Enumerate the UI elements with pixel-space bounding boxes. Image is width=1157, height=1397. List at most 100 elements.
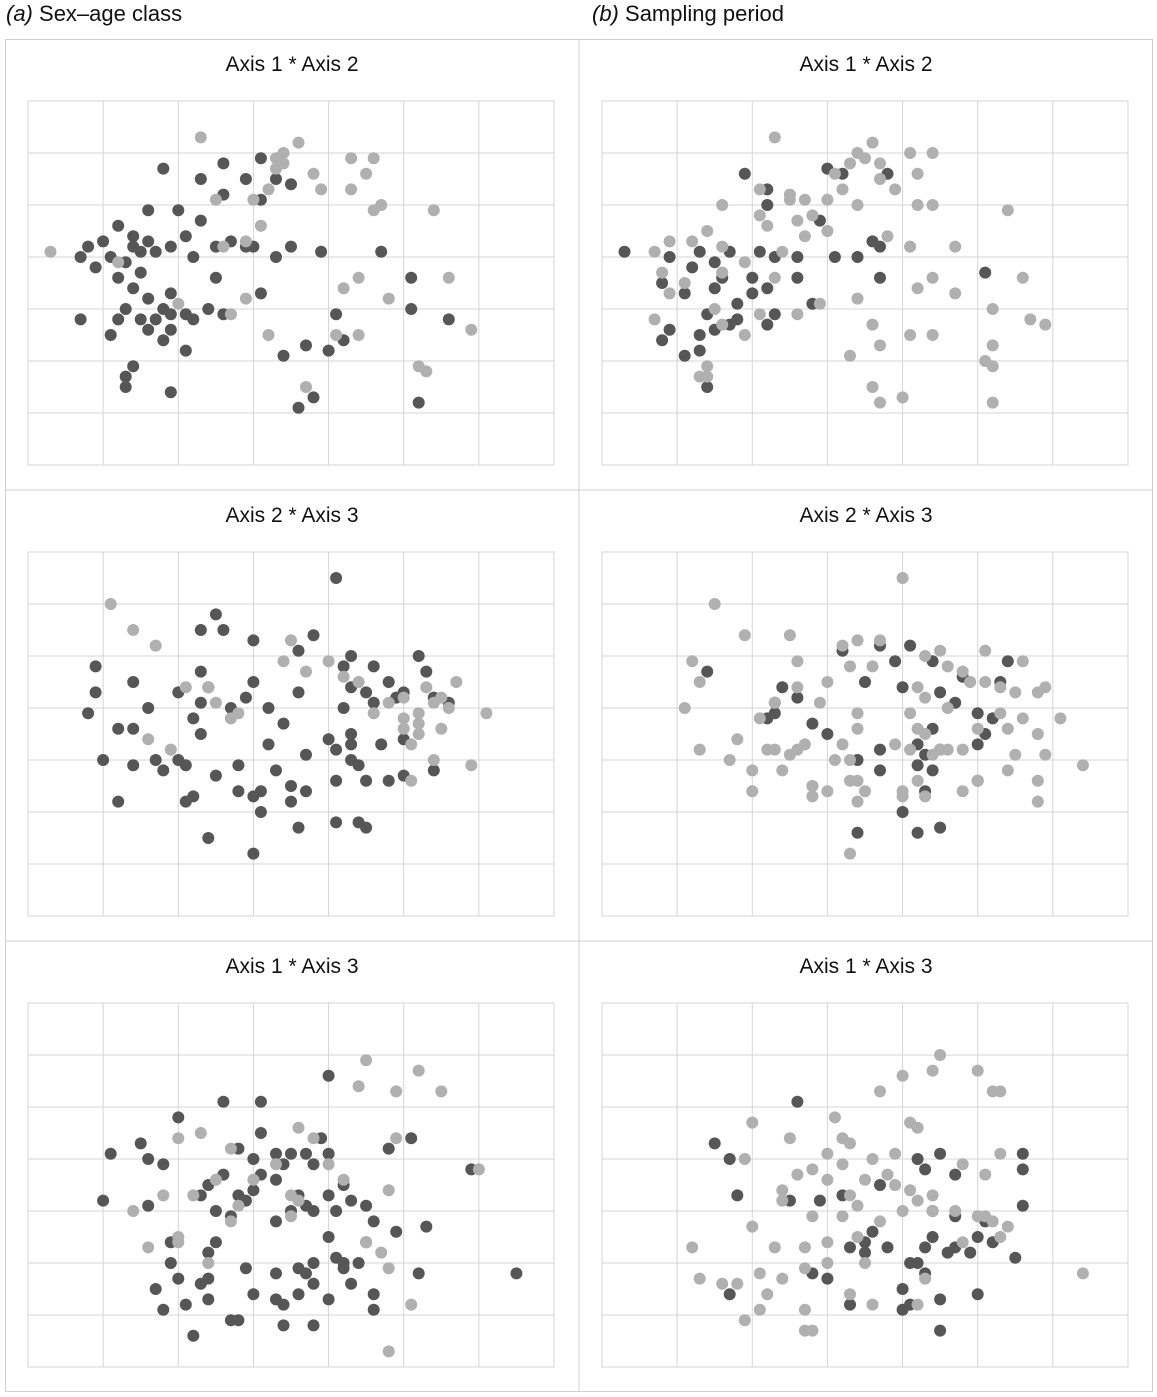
data-point-light (1031, 795, 1044, 808)
data-point-light (761, 219, 774, 232)
data-point-dark (866, 1225, 879, 1238)
data-point-dark (896, 1283, 909, 1295)
data-point-light (746, 1220, 759, 1233)
data-point-dark (844, 1241, 856, 1254)
data-point-light (791, 308, 804, 321)
data-point-light (821, 225, 834, 237)
data-point-dark (330, 308, 343, 321)
data-point-dark (874, 240, 886, 253)
data-point-dark (1001, 655, 1014, 668)
data-point-dark (1016, 1163, 1029, 1176)
data-point-dark (172, 1111, 185, 1124)
data-point-light (708, 303, 721, 315)
data-point-dark (693, 329, 706, 341)
data-point-light (678, 702, 691, 714)
data-point-dark (844, 1298, 856, 1311)
column-title-a: (a) Sex–age class (6, 0, 182, 28)
data-point-dark (926, 764, 939, 777)
data-point-light (813, 297, 826, 310)
data-point-light (776, 1272, 789, 1285)
data-point-dark (307, 1277, 320, 1290)
data-point-light (941, 702, 954, 714)
data-point-dark (119, 303, 132, 315)
data-point-light (761, 1288, 774, 1301)
column-title-b: (b) Sampling period (592, 0, 784, 28)
data-point-light (686, 1241, 699, 1254)
data-point-dark (285, 178, 297, 191)
data-point-dark (112, 219, 125, 232)
data-point-dark (134, 266, 147, 279)
data-point-light (904, 743, 917, 756)
data-point-dark (322, 733, 335, 746)
data-point-light (262, 329, 275, 341)
data-point-dark (367, 696, 380, 709)
data-point-dark (292, 1288, 305, 1301)
data-point-dark (270, 251, 282, 263)
data-point-dark (232, 1314, 245, 1327)
data-point-dark (202, 303, 215, 315)
data-point-dark (164, 287, 177, 300)
data-point-dark (979, 266, 992, 279)
scatter-panel: Axis 2 * Axis 3 (601, 504, 1129, 917)
data-point-dark (172, 1272, 185, 1285)
data-point-dark (142, 204, 155, 217)
data-point-dark (172, 204, 185, 217)
data-point-light (663, 235, 676, 248)
column-text-b: Sampling period (625, 1, 784, 26)
data-point-light (412, 717, 425, 730)
data-point-dark (149, 245, 162, 258)
data-point-light (194, 131, 207, 144)
data-point-dark (859, 676, 871, 688)
data-point-dark (337, 660, 350, 673)
data-point-light (859, 1173, 871, 1186)
data-point-dark (405, 271, 418, 284)
data-point-light (821, 1236, 834, 1249)
data-point-light (813, 696, 826, 709)
data-point-light (836, 738, 849, 751)
data-point-light (956, 743, 969, 756)
data-point-dark (157, 1303, 170, 1316)
data-point-light (866, 660, 879, 673)
data-point-dark (723, 1153, 736, 1165)
data-point-light (874, 1085, 886, 1098)
data-point-dark (851, 251, 864, 263)
data-point-dark (164, 240, 177, 253)
data-point-light (851, 199, 864, 211)
data-point-light (172, 1132, 185, 1145)
scatter-panel: Axis 1 * Axis 2 (27, 53, 555, 466)
data-point-light (442, 271, 455, 284)
data-point-dark (209, 608, 222, 621)
data-point-dark (746, 271, 759, 284)
data-point-dark (285, 240, 297, 253)
data-point-light (911, 1298, 924, 1311)
data-point-light (844, 754, 856, 766)
data-point-dark (851, 826, 864, 839)
data-point-light (1039, 318, 1052, 331)
data-point-light (292, 136, 305, 149)
data-point-dark (254, 152, 267, 165)
data-point-dark (209, 769, 222, 782)
data-point-dark (896, 806, 909, 818)
data-point-light (844, 1288, 856, 1301)
data-point-light (986, 303, 999, 315)
data-point-light (746, 764, 759, 777)
data-point-light (956, 1236, 969, 1249)
data-point-dark (187, 790, 200, 803)
data-point-dark (322, 1069, 335, 1082)
data-point-light (322, 655, 335, 668)
data-point-light (806, 209, 819, 222)
data-point-dark (307, 1319, 320, 1332)
data-point-light (791, 681, 804, 694)
data-point-light (367, 707, 380, 720)
data-point-light (44, 245, 57, 258)
data-point-dark (761, 318, 774, 331)
data-point-light (949, 1205, 962, 1217)
data-point-light (157, 1189, 170, 1202)
data-point-light (708, 598, 721, 610)
data-point-light (986, 1215, 999, 1228)
data-point-dark (89, 660, 102, 673)
data-point-light (986, 396, 999, 409)
data-point-light (412, 728, 425, 740)
data-point-light (956, 665, 969, 678)
data-point-light (686, 655, 699, 668)
